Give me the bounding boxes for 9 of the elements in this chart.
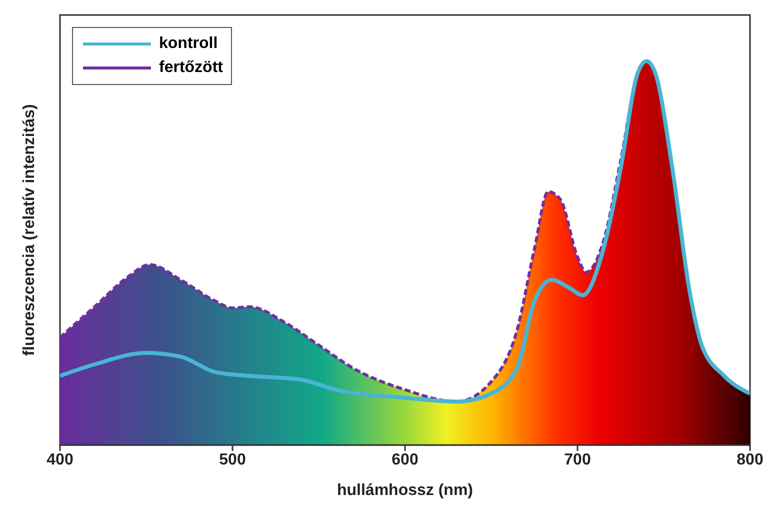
legend-label: fertőzött <box>159 59 223 77</box>
x-tick-label: 500 <box>219 451 246 468</box>
x-tick-label: 700 <box>564 451 591 468</box>
x-axis-title: hullámhossz (nm) <box>336 482 474 499</box>
y-axis-title: fluoreszcencia (relatív intenzitás) <box>21 104 38 356</box>
x-tick-label: 400 <box>46 451 74 468</box>
x-tick-label: 600 <box>392 451 418 468</box>
x-tick-label: 800 <box>736 451 764 468</box>
legend-label: kontroll <box>159 35 218 53</box>
